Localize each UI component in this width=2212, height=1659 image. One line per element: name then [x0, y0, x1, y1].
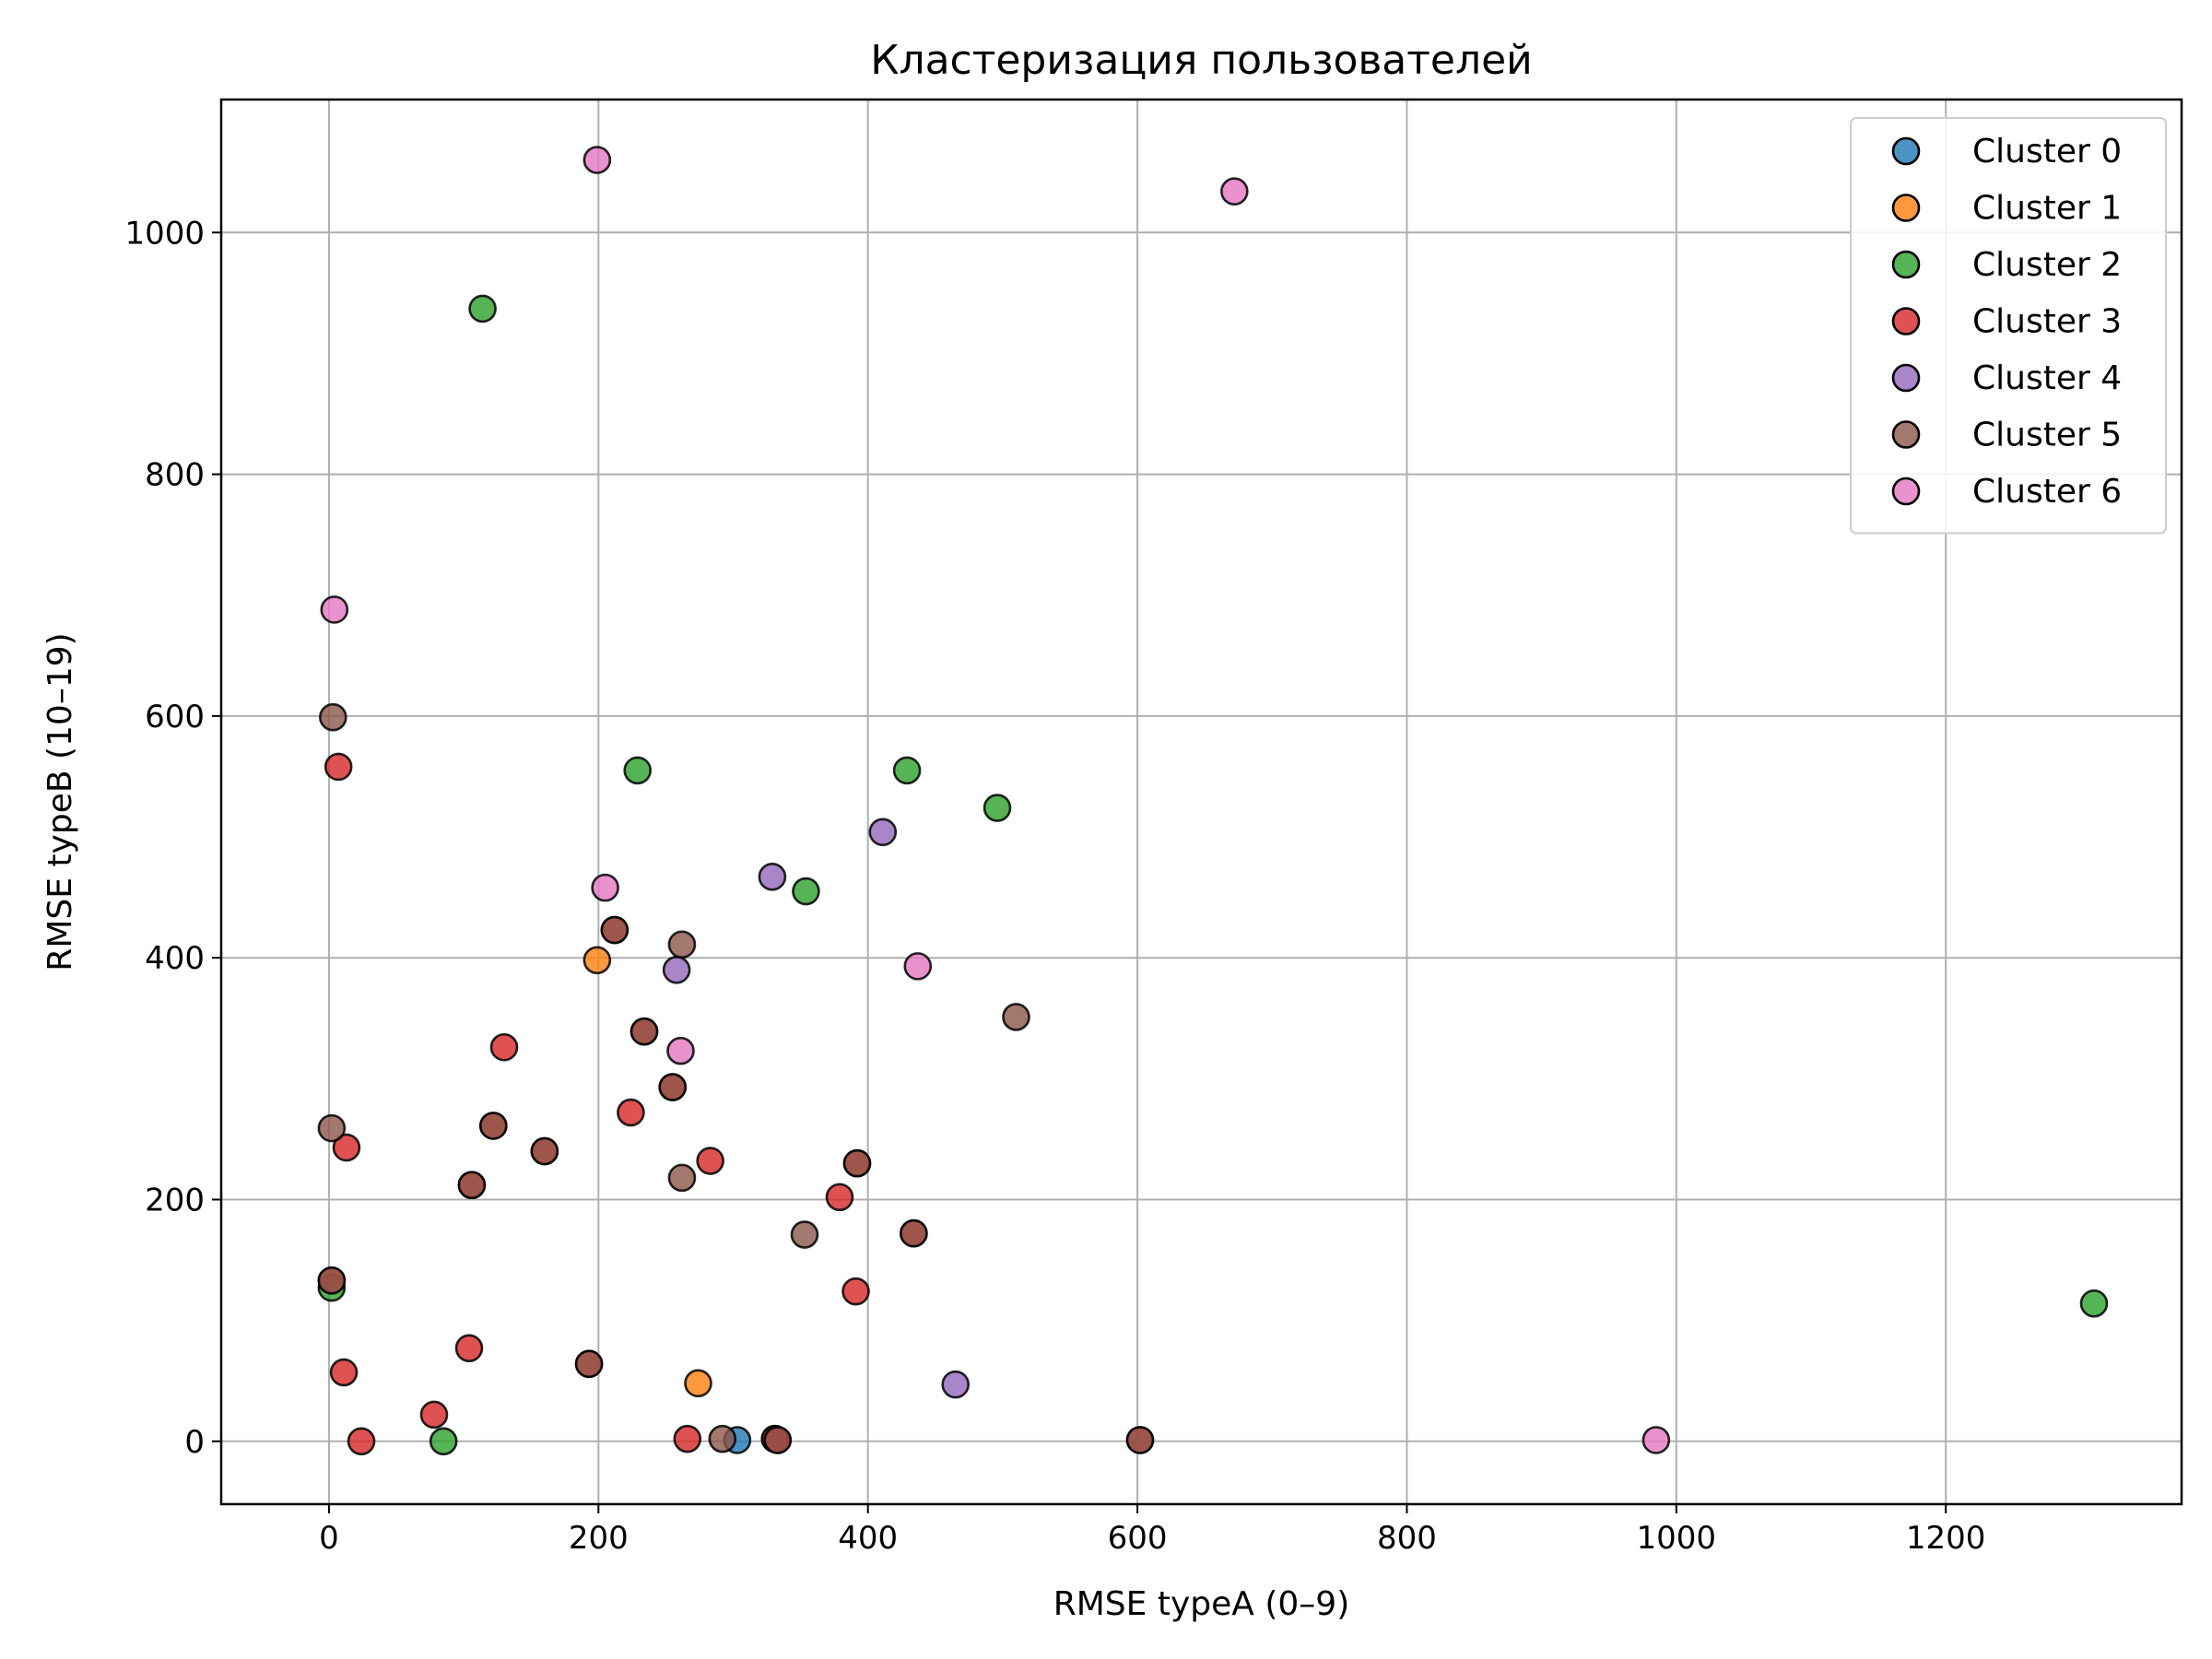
y-tick-label: 800	[145, 457, 205, 494]
x-tick-label: 400	[838, 1520, 898, 1557]
y-tick-label: 200	[145, 1182, 205, 1218]
point-cluster-5	[319, 702, 347, 732]
legend-label: Cluster 6	[1972, 473, 2122, 511]
point-cluster-4	[662, 956, 691, 984]
point-cluster-3	[617, 1098, 645, 1127]
y-tick-label: 0	[184, 1424, 205, 1461]
legend-marker	[1891, 363, 1921, 393]
point-cluster-5	[629, 1017, 659, 1046]
x-tick-label: 800	[1377, 1520, 1437, 1557]
point-cluster-5	[530, 1136, 559, 1166]
x-tick-label: 0	[319, 1520, 339, 1557]
x-tick-label: 200	[569, 1520, 629, 1557]
point-cluster-3	[419, 1400, 449, 1430]
legend-label: Cluster 1	[1972, 190, 2122, 228]
point-cluster-6	[320, 595, 349, 624]
legend-label: Cluster 2	[1972, 246, 2122, 284]
point-cluster-1	[582, 946, 612, 975]
point-cluster-2	[623, 756, 653, 785]
plot-frame	[219, 98, 2183, 1506]
legend-marker	[1891, 194, 1921, 222]
point-cluster-3	[696, 1147, 724, 1175]
point-cluster-6	[591, 873, 619, 902]
legend: Cluster 0 Cluster 1 Cluster 2 Cluster 3 Clus…	[1850, 117, 2167, 535]
point-cluster-3	[673, 1424, 702, 1453]
x-tick-label: 1200	[1906, 1520, 1986, 1557]
point-cluster-3	[332, 1133, 361, 1162]
x-tick-label: 600	[1108, 1520, 1168, 1557]
legend-marker	[1891, 307, 1921, 335]
legend-label: Cluster 5	[1972, 417, 2122, 454]
point-cluster-1	[684, 1369, 712, 1398]
data-points	[317, 146, 2109, 1456]
point-cluster-5	[658, 1073, 688, 1101]
legend-marker	[1891, 420, 1921, 449]
y-tick-label: 600	[145, 699, 205, 735]
legend-label: Cluster 4	[1972, 359, 2122, 397]
point-cluster-4	[868, 818, 898, 847]
point-cluster-5	[317, 1113, 347, 1143]
point-cluster-3	[324, 752, 353, 782]
point-cluster-5	[790, 1220, 819, 1249]
point-cluster-2	[982, 794, 1012, 822]
point-cluster-5	[1125, 1426, 1155, 1454]
legend-label: Cluster 0	[1972, 133, 2122, 171]
y-axis-label: RMSE typeB (10–19)	[41, 632, 79, 971]
point-cluster-2	[429, 1427, 458, 1456]
point-cluster-5	[317, 1266, 347, 1295]
point-cluster-5	[708, 1424, 737, 1453]
legend-marker	[1891, 477, 1921, 506]
axis-ticks: 0 200 400 600 800 1000 1200 0 200 400 600 800 1000	[124, 215, 1985, 1557]
legend-label: Cluster 3	[1972, 303, 2122, 341]
point-cluster-6	[666, 1036, 695, 1065]
point-cluster-2	[2079, 1288, 2109, 1318]
point-cluster-5	[763, 1426, 793, 1454]
point-cluster-5	[1002, 1003, 1030, 1031]
grid-lines	[221, 100, 2182, 1504]
x-axis-label: RMSE typeA (0–9)	[1053, 1585, 1350, 1623]
point-cluster-3	[841, 1277, 870, 1306]
point-cluster-4	[941, 1370, 971, 1399]
point-cluster-5	[478, 1112, 508, 1140]
point-cluster-6	[582, 146, 612, 174]
x-tick-label: 1000	[1637, 1520, 1717, 1557]
point-cluster-6	[1641, 1426, 1671, 1454]
point-cluster-5	[600, 915, 629, 945]
y-tick-label: 1000	[124, 215, 205, 252]
point-cluster-3	[454, 1334, 484, 1363]
point-cluster-2	[892, 756, 922, 785]
y-tick-label: 400	[145, 940, 205, 977]
point-cluster-5	[457, 1171, 487, 1200]
chart-title: Кластеризация пользователей	[870, 37, 1533, 84]
point-cluster-2	[468, 294, 497, 324]
point-cluster-3	[329, 1358, 359, 1387]
point-cluster-4	[758, 863, 787, 891]
point-cluster-6	[903, 952, 933, 981]
point-cluster-2	[792, 877, 820, 906]
legend-marker	[1891, 250, 1921, 279]
point-cluster-5	[842, 1148, 872, 1178]
legend-marker	[1891, 136, 1921, 166]
legend-box	[1850, 117, 2167, 535]
point-cluster-3	[347, 1427, 376, 1456]
point-cluster-5	[667, 1163, 697, 1193]
point-cluster-3	[825, 1182, 854, 1212]
point-cluster-5	[574, 1349, 604, 1379]
point-cluster-5	[667, 930, 697, 959]
point-cluster-6	[1220, 177, 1249, 206]
point-cluster-5	[900, 1218, 928, 1248]
point-cluster-3	[489, 1032, 519, 1062]
